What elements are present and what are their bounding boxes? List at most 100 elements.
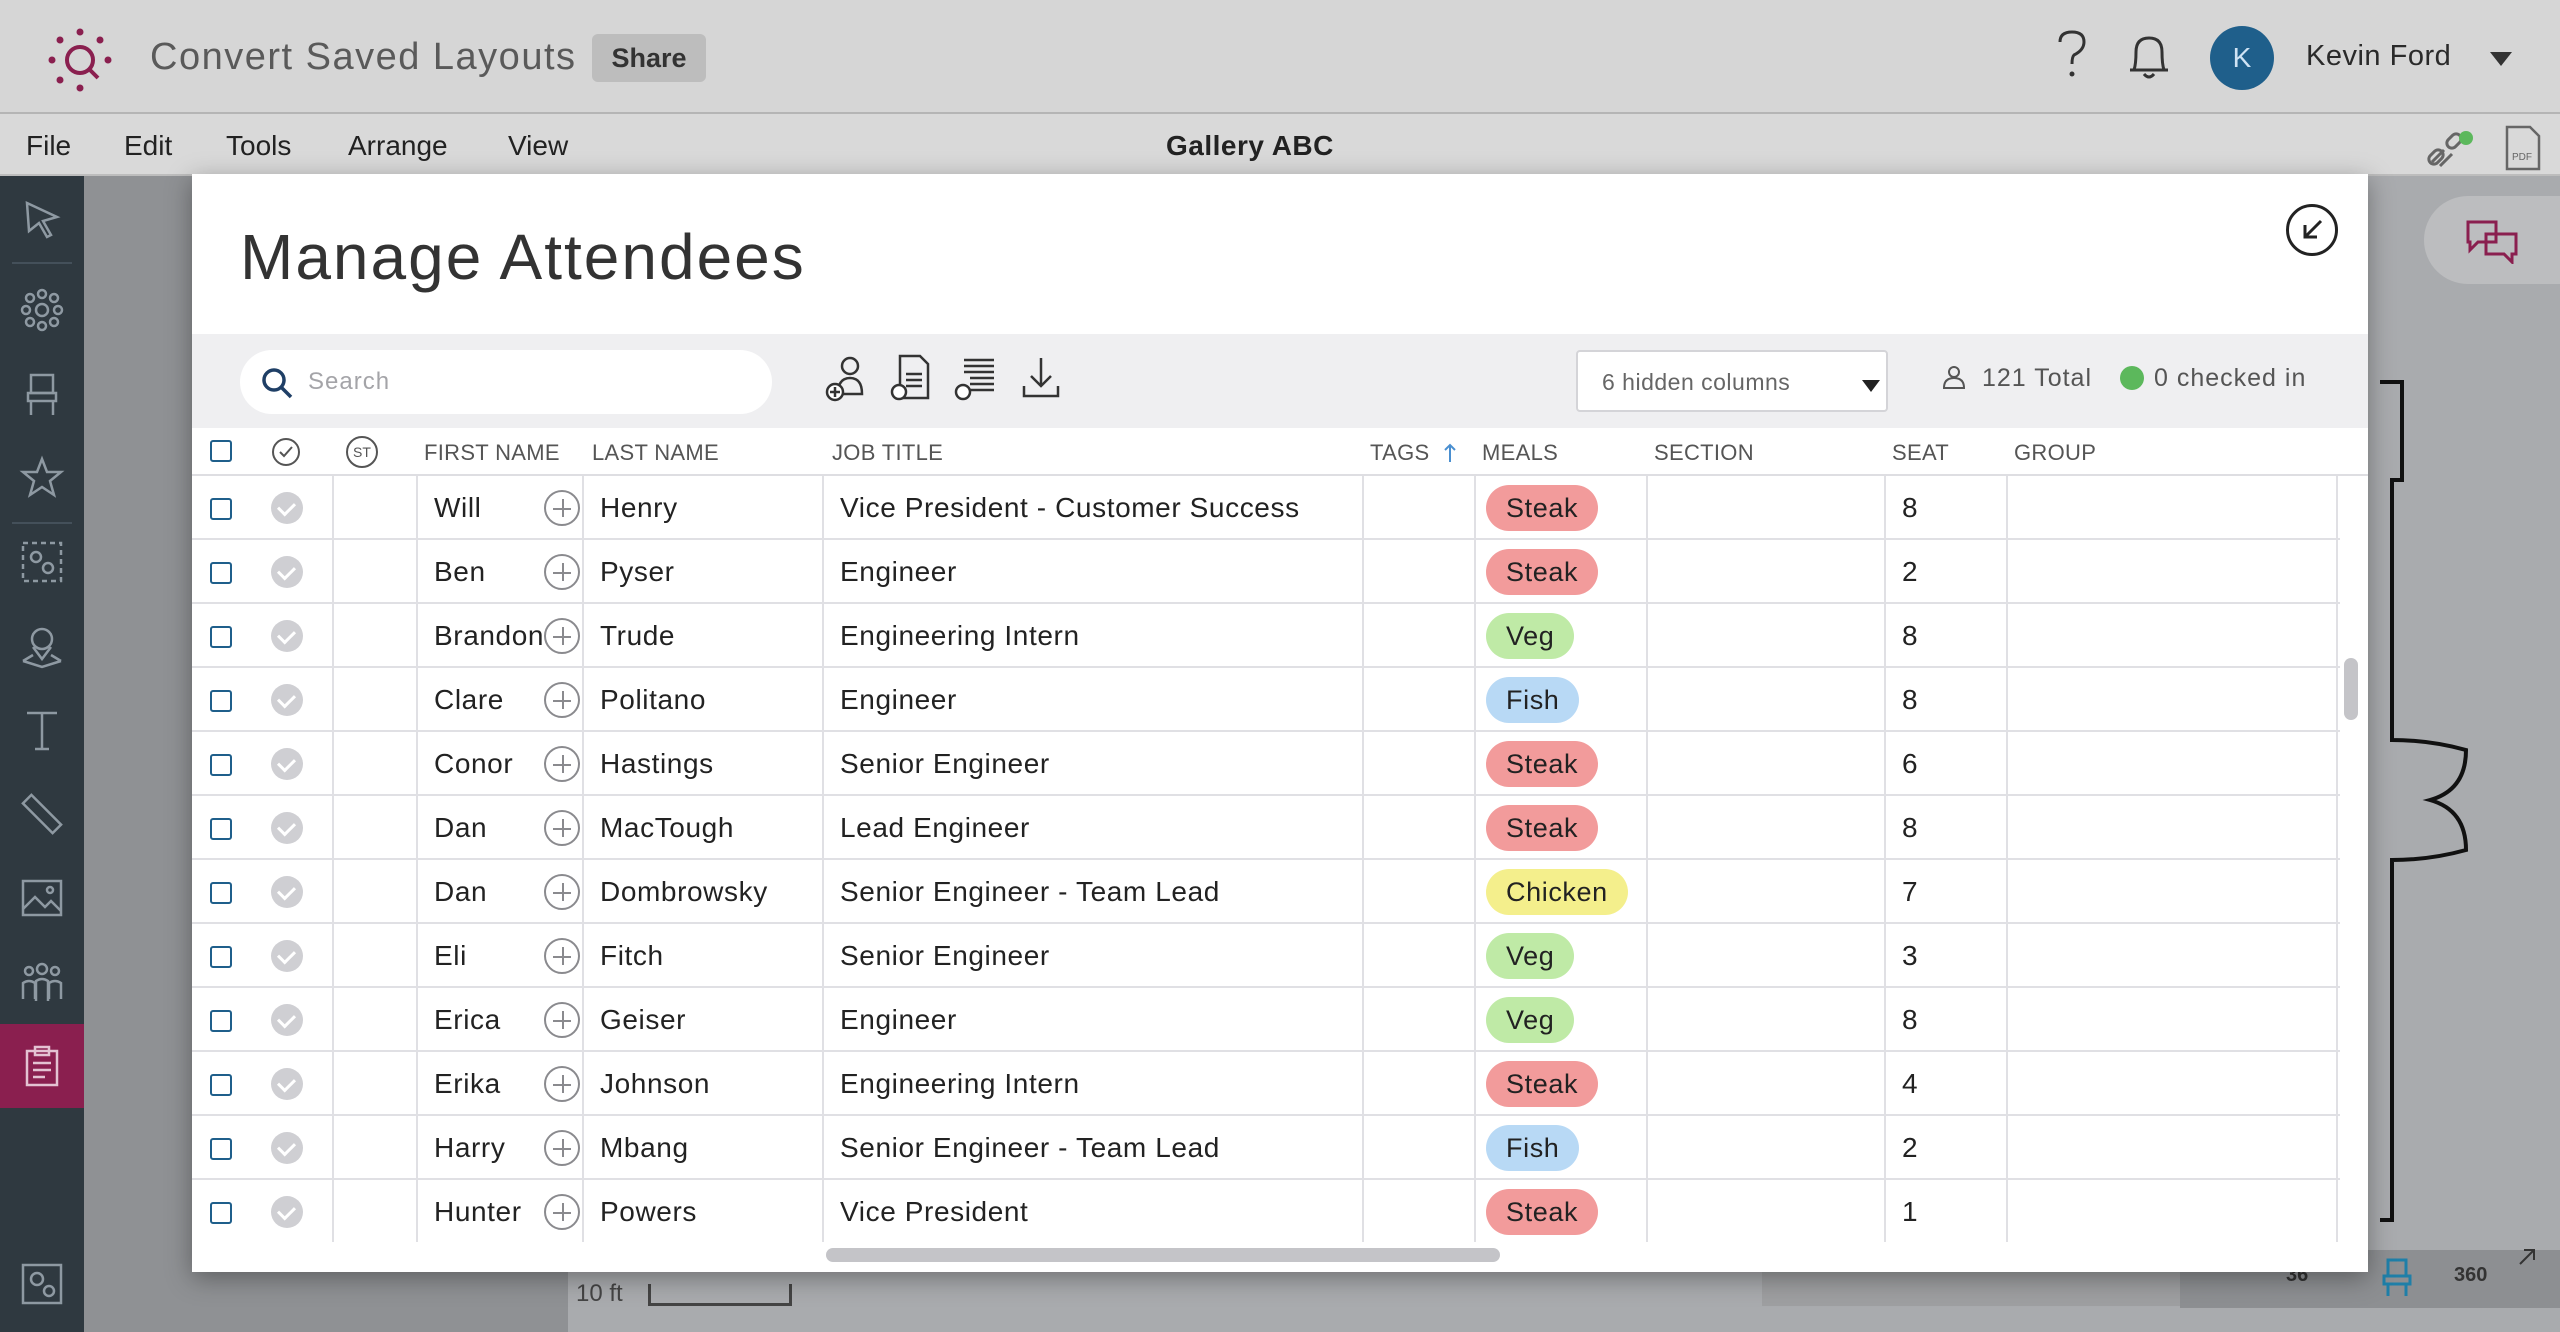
- search-box[interactable]: [240, 350, 772, 414]
- chat-tab[interactable]: [2424, 196, 2560, 284]
- group-tool[interactable]: [0, 520, 84, 604]
- job-title-header[interactable]: JOB TITLE: [832, 440, 944, 465]
- first-cell[interactable]: Eli: [418, 924, 584, 988]
- last-cell[interactable]: Pyser: [584, 540, 824, 604]
- add-status-icon[interactable]: [544, 1194, 580, 1230]
- add-status-icon[interactable]: [544, 490, 580, 526]
- group-cell[interactable]: [2008, 1180, 2338, 1244]
- job-cell[interactable]: Lead Engineer: [824, 796, 1364, 860]
- last-cell[interactable]: Fitch: [584, 924, 824, 988]
- select-tool[interactable]: [0, 178, 84, 262]
- chevron-down-icon[interactable]: [2490, 52, 2512, 66]
- meal-badge[interactable]: Chicken: [1486, 869, 1628, 915]
- bell-icon[interactable]: [2124, 30, 2174, 84]
- check-in-icon[interactable]: [271, 1068, 303, 1100]
- first-cell[interactable]: Brandon: [418, 604, 584, 668]
- last-cell[interactable]: Powers: [584, 1180, 824, 1244]
- seat-cell[interactable]: 7: [1886, 860, 2008, 924]
- section-cell[interactable]: [1648, 860, 1886, 924]
- group-cell[interactable]: [2008, 860, 2338, 924]
- import-icon[interactable]: [890, 352, 936, 404]
- horizontal-scrollbar[interactable]: [826, 1248, 1500, 1262]
- last-cell[interactable]: Mbang: [584, 1116, 824, 1180]
- table-row[interactable]: Dan Dombrowsky Senior Engineer - Team Lead…: [192, 860, 2340, 924]
- job-cell[interactable]: Engineer: [824, 668, 1364, 732]
- group-cell[interactable]: [2008, 732, 2338, 796]
- section-header[interactable]: SECTION: [1654, 440, 1754, 465]
- tags-cell[interactable]: [1364, 476, 1476, 540]
- row-checkbox[interactable]: [210, 690, 232, 712]
- meal-badge[interactable]: Steak: [1486, 805, 1599, 851]
- seat-icon[interactable]: [2380, 1258, 2414, 1298]
- section-cell[interactable]: [1648, 1180, 1886, 1244]
- tables-tool[interactable]: [0, 268, 84, 352]
- table-row[interactable]: Dan MacTough Lead Engineer Steak 8: [192, 796, 2340, 860]
- seat-cell[interactable]: 8: [1886, 988, 2008, 1052]
- add-status-icon[interactable]: [544, 1130, 580, 1166]
- search-input[interactable]: [308, 362, 748, 402]
- check-in-icon[interactable]: [271, 1004, 303, 1036]
- row-checkbox[interactable]: [210, 1138, 232, 1160]
- first-cell[interactable]: Clare: [418, 668, 584, 732]
- add-status-icon[interactable]: [544, 874, 580, 910]
- row-checkbox[interactable]: [210, 882, 232, 904]
- check-in-icon[interactable]: [271, 876, 303, 908]
- hidden-columns-dropdown[interactable]: 6 hidden columns: [1576, 350, 1888, 412]
- check-in-icon[interactable]: [271, 556, 303, 588]
- select-all-checkbox[interactable]: [210, 440, 232, 462]
- row-checkbox[interactable]: [210, 626, 232, 648]
- meal-badge[interactable]: Steak: [1486, 1189, 1599, 1235]
- add-status-icon[interactable]: [544, 938, 580, 974]
- row-checkbox[interactable]: [210, 1202, 232, 1224]
- job-cell[interactable]: Engineer: [824, 540, 1364, 604]
- menu-file[interactable]: File: [26, 130, 72, 161]
- meal-badge[interactable]: Veg: [1486, 933, 1575, 979]
- group-cell[interactable]: [2008, 1116, 2338, 1180]
- job-cell[interactable]: Senior Engineer: [824, 924, 1364, 988]
- section-cell[interactable]: [1648, 668, 1886, 732]
- job-cell[interactable]: Engineer: [824, 988, 1364, 1052]
- group-header[interactable]: GROUP: [2014, 440, 2097, 465]
- table-row[interactable]: Conor Hastings Senior Engineer Steak 6: [192, 732, 2340, 796]
- tags-cell[interactable]: [1364, 1052, 1476, 1116]
- sort-ascending-icon[interactable]: [1442, 442, 1458, 464]
- last-cell[interactable]: Hastings: [584, 732, 824, 796]
- last-cell[interactable]: Johnson: [584, 1052, 824, 1116]
- user-name[interactable]: Kevin Ford: [2306, 40, 2452, 72]
- settings-tool[interactable]: [0, 1242, 84, 1326]
- row-checkbox[interactable]: [210, 1074, 232, 1096]
- add-status-icon[interactable]: [544, 554, 580, 590]
- group-cell[interactable]: [2008, 988, 2338, 1052]
- job-cell[interactable]: Engineering Intern: [824, 1052, 1364, 1116]
- table-row[interactable]: Brandon Trude Engineering Intern Veg 8: [192, 604, 2340, 668]
- seat-cell[interactable]: 8: [1886, 668, 2008, 732]
- first-cell[interactable]: Will: [418, 476, 584, 540]
- check-in-icon[interactable]: [271, 492, 303, 524]
- tags-cell[interactable]: [1364, 604, 1476, 668]
- seat-cell[interactable]: 8: [1886, 796, 2008, 860]
- menu-edit[interactable]: Edit: [124, 130, 173, 161]
- add-status-icon[interactable]: [544, 810, 580, 846]
- section-cell[interactable]: [1648, 924, 1886, 988]
- location-tool[interactable]: [0, 604, 84, 688]
- row-checkbox[interactable]: [210, 946, 232, 968]
- seat-cell[interactable]: 3: [1886, 924, 2008, 988]
- job-cell[interactable]: Senior Engineer: [824, 732, 1364, 796]
- group-cell[interactable]: [2008, 1052, 2338, 1116]
- logo-icon[interactable]: [44, 24, 116, 96]
- menu-tools[interactable]: Tools: [226, 130, 292, 161]
- meal-badge[interactable]: Veg: [1486, 613, 1575, 659]
- tags-cell[interactable]: [1364, 1116, 1476, 1180]
- seat-cell[interactable]: 8: [1886, 476, 2008, 540]
- tags-cell[interactable]: [1364, 668, 1476, 732]
- meal-badge[interactable]: Fish: [1486, 1125, 1580, 1171]
- row-checkbox[interactable]: [210, 562, 232, 584]
- favorites-tool[interactable]: [0, 436, 84, 520]
- meals-header[interactable]: MEALS: [1482, 440, 1559, 465]
- section-cell[interactable]: [1648, 732, 1886, 796]
- job-cell[interactable]: Engineering Intern: [824, 604, 1364, 668]
- tags-cell[interactable]: [1364, 1180, 1476, 1244]
- add-attendee-icon[interactable]: [824, 352, 870, 404]
- last-cell[interactable]: Henry: [584, 476, 824, 540]
- chairs-tool[interactable]: [0, 352, 84, 436]
